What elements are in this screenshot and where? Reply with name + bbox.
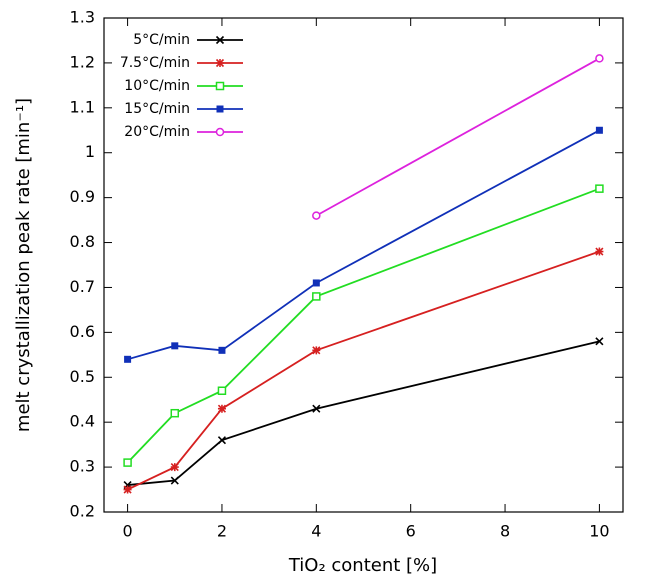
marker (171, 342, 179, 350)
y-tick-label: 0.4 (70, 412, 95, 431)
marker (595, 184, 604, 193)
marker (312, 211, 321, 220)
y-tick-label: 0.2 (70, 502, 95, 521)
legend-marker (216, 105, 224, 113)
y-tick-label: 0.9 (70, 187, 95, 206)
marker (595, 54, 604, 63)
marker (123, 458, 132, 467)
y-tick-label: 1 (85, 142, 95, 161)
series-line (127, 340, 600, 486)
series-line (127, 129, 600, 361)
marker (312, 279, 320, 287)
legend-label: 10°C/min (124, 78, 190, 94)
marker (170, 476, 179, 485)
series-line (126, 187, 600, 464)
x-tick-label: 10 (589, 522, 609, 541)
marker (595, 126, 603, 134)
legend-label: 5°C/min (133, 32, 190, 48)
legend-marker (215, 81, 225, 91)
marker (595, 337, 604, 346)
y-tick-label: 0.7 (70, 277, 95, 296)
marker (217, 436, 227, 445)
series-line (315, 57, 600, 217)
y-tick-label: 0.6 (70, 322, 95, 341)
x-tick-label: 4 (311, 522, 321, 541)
x-tick-label: 2 (217, 522, 227, 541)
legend-label: 20°C/min (124, 124, 190, 140)
legend-marker (215, 127, 225, 137)
y-tick-label: 0.8 (70, 232, 95, 251)
legend-label: 15°C/min (124, 101, 190, 117)
y-tick-label: 1.2 (70, 52, 95, 71)
marker (312, 346, 321, 355)
x-tick-label: 6 (406, 522, 416, 541)
y-tick-label: 0.5 (70, 367, 95, 386)
marker (595, 247, 604, 256)
legend-marker (215, 58, 225, 68)
x-axis-label: TiO₂ content [%] (288, 555, 437, 576)
y-tick-label: 1.3 (70, 8, 95, 27)
marker (312, 292, 321, 301)
y-axis-label: melt crystallization peak rate [min⁻¹] (13, 98, 34, 432)
y-tick-label: 1.1 (70, 97, 95, 116)
legend-marker (215, 35, 225, 45)
marker (217, 404, 227, 413)
plot-frame (103, 17, 624, 513)
y-tick-label: 0.3 (70, 457, 95, 476)
series-line (127, 250, 600, 491)
x-tick-label: 8 (500, 522, 510, 541)
legend-label: 7.5°C/min (120, 55, 190, 71)
marker (218, 346, 226, 354)
marker (312, 404, 321, 413)
marker (170, 408, 180, 418)
marker (170, 463, 179, 472)
marker (124, 355, 132, 363)
marker (217, 386, 227, 395)
marker (123, 485, 132, 494)
x-tick-label: 0 (122, 522, 132, 541)
